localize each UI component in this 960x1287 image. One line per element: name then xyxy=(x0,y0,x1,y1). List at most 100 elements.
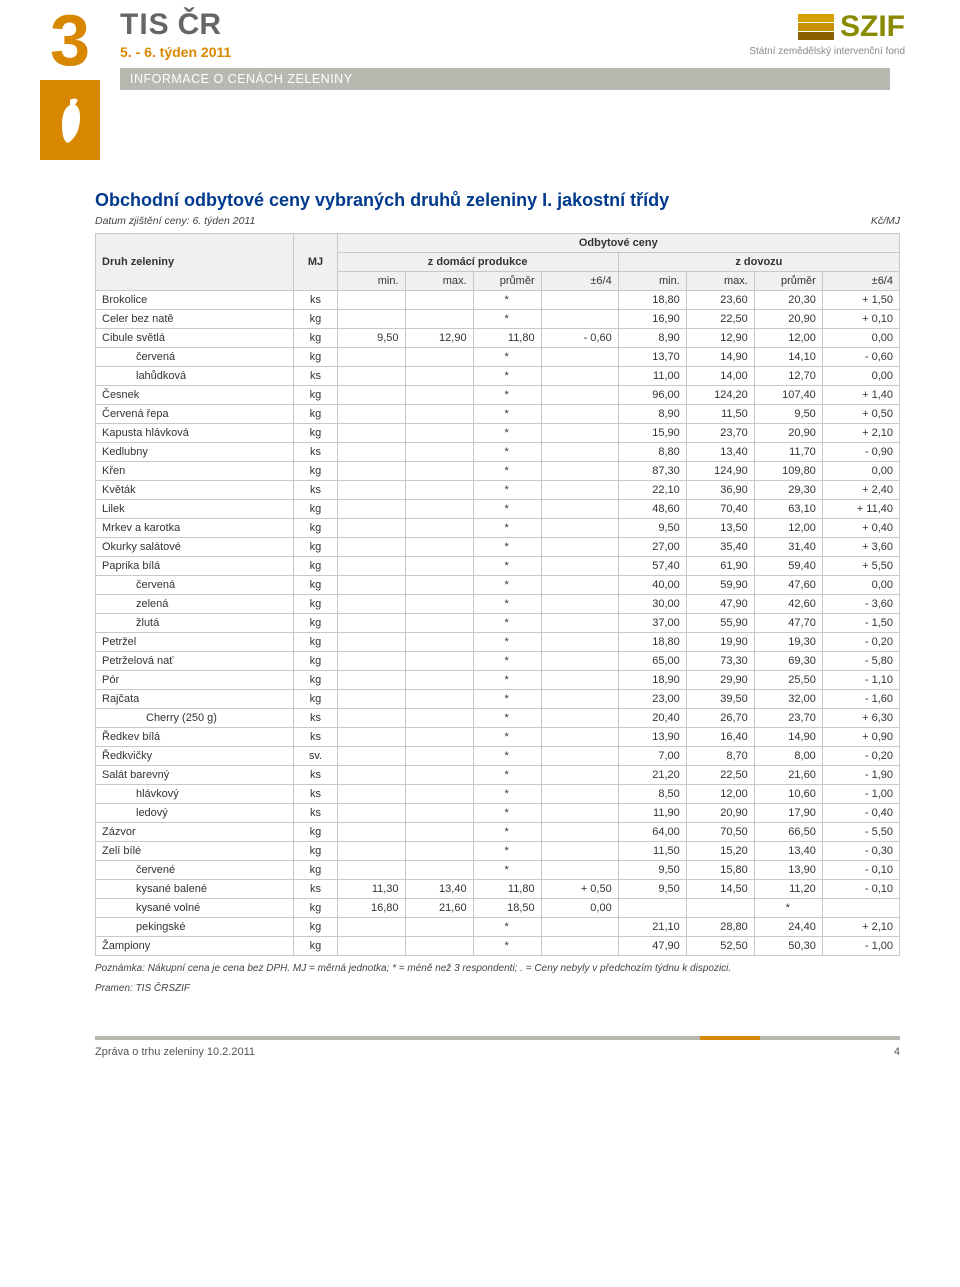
th-i-min: min. xyxy=(618,272,686,291)
cell-value: - 1,10 xyxy=(822,671,899,690)
cell-value: 0,00 xyxy=(822,367,899,386)
cell-value xyxy=(337,405,405,424)
cell-value: 20,90 xyxy=(754,310,822,329)
cell-value: 9,50 xyxy=(618,880,686,899)
cell-value: 23,70 xyxy=(754,709,822,728)
cell-value: * xyxy=(473,728,541,747)
table-row: Kedlubnyks*8,8013,4011,70- 0,90 xyxy=(96,443,900,462)
table-row: Květákks*22,1036,9029,30+ 2,40 xyxy=(96,481,900,500)
price-table: Druh zeleniny MJ Odbytové ceny z domácí … xyxy=(95,233,900,956)
cell-value xyxy=(618,899,686,918)
cell-value: 12,90 xyxy=(405,329,473,348)
table-row: kysané balenéks11,3013,4011,80+ 0,509,50… xyxy=(96,880,900,899)
cell-value xyxy=(337,918,405,937)
date-note: Datum zjištění ceny: 6. týden 2011 xyxy=(95,215,255,227)
cell-value xyxy=(337,728,405,747)
cell-mj: kg xyxy=(294,348,337,367)
cell-value: 0,00 xyxy=(822,576,899,595)
cell-mj: kg xyxy=(294,462,337,481)
cell-value: * xyxy=(473,424,541,443)
cell-value: 26,70 xyxy=(686,709,754,728)
cell-value xyxy=(337,424,405,443)
cell-value: 13,50 xyxy=(686,519,754,538)
tis-label: TIS xyxy=(120,8,170,42)
cell-value: + 1,50 xyxy=(822,291,899,310)
table-row: Rajčatakg*23,0039,5032,00- 1,60 xyxy=(96,690,900,709)
cell-value xyxy=(405,671,473,690)
th-d-max: max. xyxy=(405,272,473,291)
cell-value: 23,60 xyxy=(686,291,754,310)
cell-value xyxy=(337,462,405,481)
cell-name: kysané volné xyxy=(96,899,294,918)
cell-name: Zázvor xyxy=(96,823,294,842)
cell-value: * xyxy=(473,823,541,842)
cell-value: 0,00 xyxy=(822,462,899,481)
cell-value: 23,70 xyxy=(686,424,754,443)
cell-mj: kg xyxy=(294,918,337,937)
cell-name: zelená xyxy=(96,595,294,614)
cell-value xyxy=(405,595,473,614)
cell-value: 19,90 xyxy=(686,633,754,652)
cell-value: * xyxy=(473,804,541,823)
cell-name: Cibule světlá xyxy=(96,329,294,348)
cell-value: 69,30 xyxy=(754,652,822,671)
cell-value xyxy=(405,557,473,576)
cell-value xyxy=(541,728,618,747)
cell-value: 124,90 xyxy=(686,462,754,481)
cell-value xyxy=(405,310,473,329)
cell-value xyxy=(405,918,473,937)
cell-value: * xyxy=(473,291,541,310)
cell-value: 59,40 xyxy=(754,557,822,576)
cell-value xyxy=(405,747,473,766)
footnote-1: Poznámka: Nákupní cena je cena bez DPH. … xyxy=(95,962,900,976)
cell-value: + 1,40 xyxy=(822,386,899,405)
cell-value xyxy=(541,785,618,804)
cell-value xyxy=(405,690,473,709)
table-row: Paprika bílákg*57,4061,9059,40+ 5,50 xyxy=(96,557,900,576)
cell-name: Mrkev a karotka xyxy=(96,519,294,538)
table-row: žlutákg*37,0055,9047,70- 1,50 xyxy=(96,614,900,633)
cell-value: 28,80 xyxy=(686,918,754,937)
cell-value: 31,40 xyxy=(754,538,822,557)
cell-value: * xyxy=(473,861,541,880)
cell-value: 30,00 xyxy=(618,595,686,614)
cell-value xyxy=(337,348,405,367)
cell-value xyxy=(541,500,618,519)
cell-value: + 0,90 xyxy=(822,728,899,747)
cell-value: 8,50 xyxy=(618,785,686,804)
cell-value: 18,80 xyxy=(618,633,686,652)
footer-page-num: 4 xyxy=(894,1046,900,1058)
cell-value: * xyxy=(473,538,541,557)
cell-value: 14,90 xyxy=(754,728,822,747)
cell-value xyxy=(405,709,473,728)
cell-mj: ks xyxy=(294,880,337,899)
cell-mj: ks xyxy=(294,804,337,823)
cell-name: Květák xyxy=(96,481,294,500)
cell-name: Rajčata xyxy=(96,690,294,709)
cell-mj: kg xyxy=(294,671,337,690)
cell-mj: kg xyxy=(294,576,337,595)
cell-mj: kg xyxy=(294,557,337,576)
cr-label: ČR xyxy=(178,8,221,42)
cell-value: * xyxy=(473,481,541,500)
cell-value: 15,20 xyxy=(686,842,754,861)
table-row: Žampionykg*47,9052,5050,30- 1,00 xyxy=(96,937,900,956)
footnote-2: Pramen: TIS ČRSZIF xyxy=(95,982,900,996)
cell-value xyxy=(405,405,473,424)
cell-value xyxy=(405,348,473,367)
cell-value: 40,00 xyxy=(618,576,686,595)
cell-name: červené xyxy=(96,861,294,880)
cell-value: - 5,80 xyxy=(822,652,899,671)
table-row: červenákg*13,7014,9014,10- 0,60 xyxy=(96,348,900,367)
footer-line xyxy=(95,1036,900,1040)
table-row: Ředkvičkysv.*7,008,708,00- 0,20 xyxy=(96,747,900,766)
info-bar: INFORMACE O CENÁCH ZELENINY xyxy=(120,68,890,90)
cell-value: 11,20 xyxy=(754,880,822,899)
cell-value: 20,30 xyxy=(754,291,822,310)
cell-mj: ks xyxy=(294,728,337,747)
cell-value: 8,70 xyxy=(686,747,754,766)
cell-value: 18,80 xyxy=(618,291,686,310)
cell-value xyxy=(541,709,618,728)
cell-name: kysané balené xyxy=(96,880,294,899)
cell-value xyxy=(541,291,618,310)
